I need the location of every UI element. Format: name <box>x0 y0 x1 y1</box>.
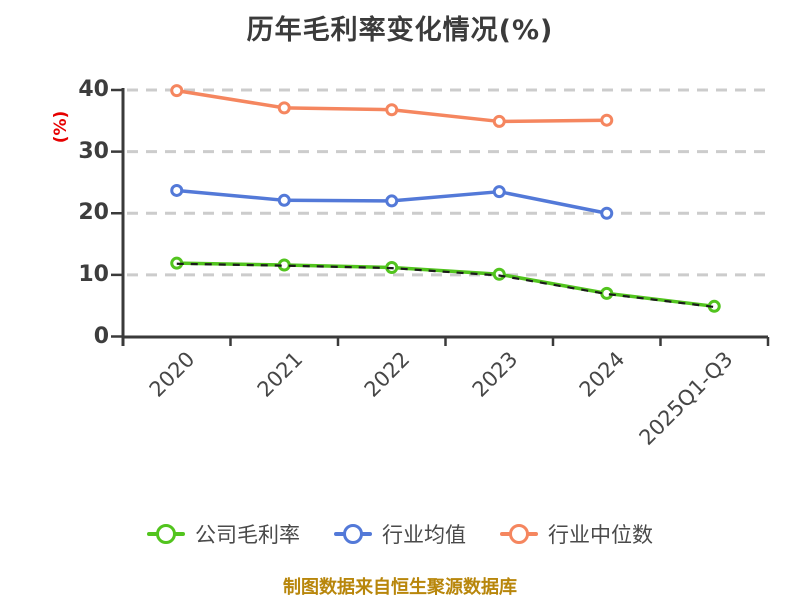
legend-label: 行业中位数 <box>548 523 653 547</box>
legend-marker-icon <box>334 524 372 544</box>
y-tick-label: 30 <box>78 138 109 164</box>
data-point-marker <box>492 267 506 281</box>
y-tick-label: 20 <box>78 200 109 226</box>
y-tick-label: 40 <box>78 77 109 102</box>
legend-label: 公司毛利率 <box>195 523 300 547</box>
legend-label: 行业均值 <box>382 523 466 547</box>
legend-marker-icon <box>147 524 185 544</box>
legend: 公司毛利率 行业均值 行业中位数 <box>0 519 800 549</box>
data-point-marker <box>492 185 506 199</box>
data-point-marker <box>600 206 614 220</box>
y-tick-label: 0 <box>93 323 109 349</box>
data-point-marker <box>600 113 614 127</box>
data-point-marker <box>277 193 291 207</box>
data-point-marker <box>170 84 184 98</box>
legend-marker-icon <box>500 524 538 544</box>
legend-circle-icon <box>156 524 176 544</box>
y-tick-label: 10 <box>78 261 109 287</box>
chart-title: 历年毛利率变化情况(%) <box>246 15 554 46</box>
company-dashed-overlay-line <box>176 262 715 309</box>
data-point-marker <box>385 103 399 117</box>
legend-circle-icon <box>343 524 363 544</box>
legend-item-1[interactable]: 公司毛利率 <box>147 519 300 549</box>
series-line <box>175 261 716 309</box>
legend-item-3[interactable]: 行业中位数 <box>500 519 653 549</box>
data-point-marker <box>492 114 506 128</box>
legend-circle-icon <box>509 524 529 544</box>
data-source-note: 制图数据来自恒生聚源数据库 <box>283 577 517 598</box>
data-point-marker <box>385 194 399 208</box>
legend-item-2[interactable]: 行业均值 <box>334 519 466 549</box>
data-point-marker <box>170 183 184 197</box>
data-point-marker <box>277 101 291 115</box>
